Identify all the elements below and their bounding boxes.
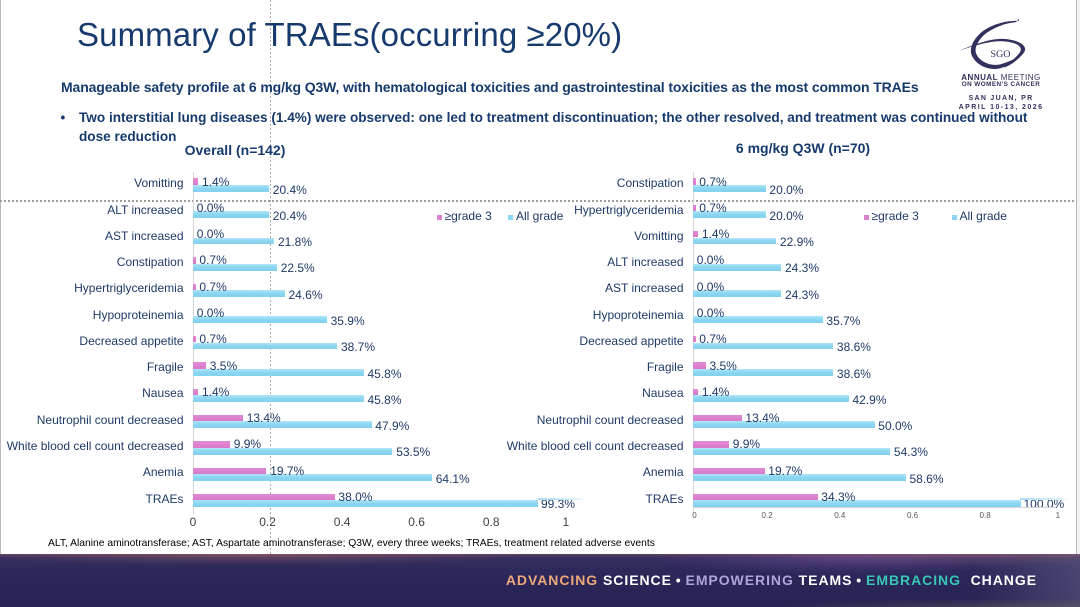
svg-text:SGO: SGO bbox=[991, 49, 1011, 60]
